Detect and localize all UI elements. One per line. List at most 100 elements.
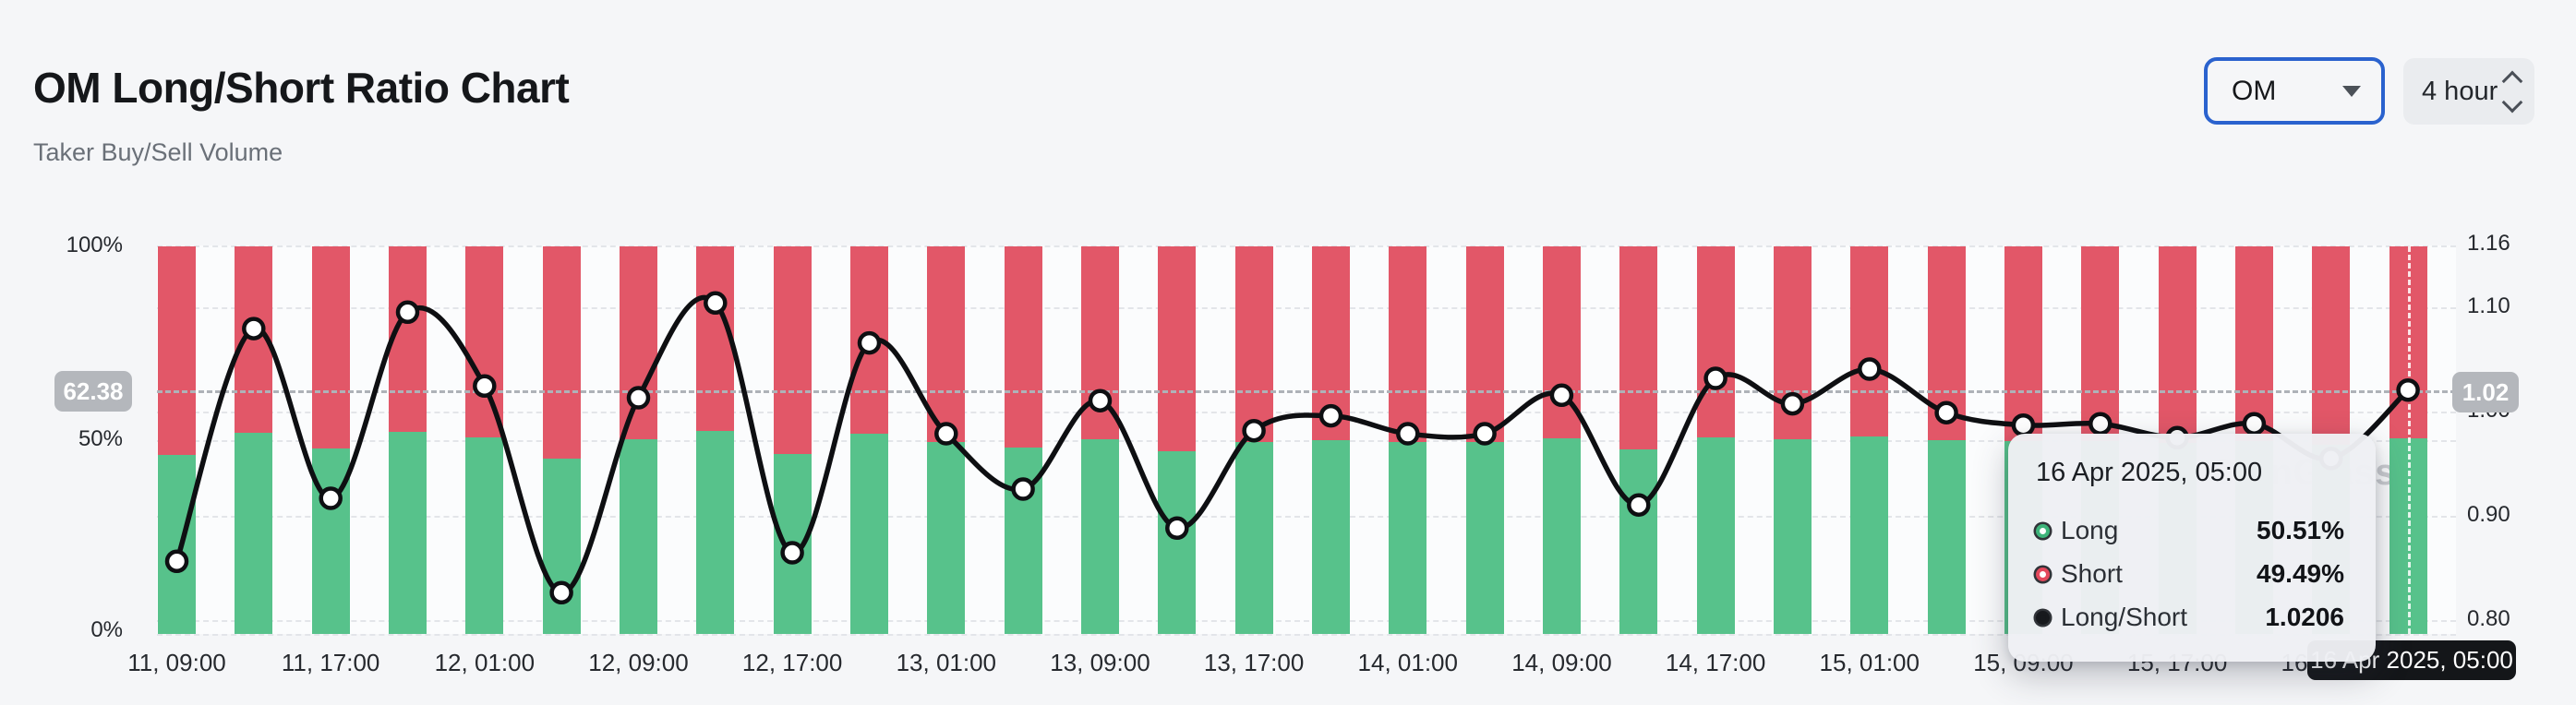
ratio-point-9 [857,330,882,355]
gridline [157,440,2456,442]
long-segment [1542,438,1581,634]
symbol-select-value: OM [2232,75,2277,106]
short-segment [1465,246,1504,443]
ratio-point-7 [704,291,728,316]
ratio-point-18 [1549,383,1574,408]
bar-14-17-00[interactable] [1696,246,1735,634]
ratio-point-14 [1242,418,1266,443]
gridline [157,307,2456,309]
long-segment [311,448,350,634]
bar-15-01-00[interactable] [1850,246,1889,634]
ratio-point-6 [626,386,651,410]
page-title: OM Long/Short Ratio Chart [33,64,570,112]
ratio-point-3 [395,300,420,325]
short-segment [465,246,504,438]
short-segment [1389,246,1427,443]
long-segment [619,438,657,634]
ratio-point-15 [1318,403,1343,428]
ratio-point-21 [1780,391,1805,416]
gridline [157,245,2456,247]
bar-14-09-00[interactable] [1542,246,1581,634]
ratio-point-29 [2396,377,2420,402]
tooltip-row-ratio: Long/Short 1.0206 [2036,603,2344,632]
ratio-point-4 [473,374,497,399]
x-axis-label: 14, 09:00 [1511,649,1612,676]
ratio-point-17 [1473,422,1497,446]
bar-12-01-00[interactable] [465,246,504,634]
crosshair-left-badge: 62.38 [54,371,132,412]
long-segment [465,437,504,634]
ratio-point-2 [319,486,343,510]
x-axis-label: 13, 17:00 [1203,649,1305,676]
long-segment [849,434,888,634]
ratio-point-25 [2088,412,2113,436]
long-segment [1311,440,1350,634]
right-axis-tick: 0.90 [2467,502,2510,527]
ratio-point-24 [2011,412,2036,437]
short-segment [1850,246,1889,436]
ratio-point-11 [1011,477,1035,501]
ratio-point-27 [2242,412,2267,436]
long-segment [696,430,735,634]
tooltip-short-value: 49.49% [2257,559,2344,588]
gridline [157,516,2456,518]
short-segment [1696,246,1735,437]
ratio-point-22 [1858,357,1882,381]
crosshair-horizontal-line [157,390,2456,393]
long-segment [1158,451,1197,634]
short-marker-icon [2036,567,2050,581]
long-segment [388,431,427,634]
short-segment [542,246,581,459]
bar-11-17-00[interactable] [311,246,350,634]
bar-13-13-00[interactable] [1158,246,1197,634]
ratio-point-10 [934,422,958,446]
symbol-select[interactable]: OM [2204,57,2385,125]
left-axis-tick: 100% [66,233,123,257]
short-segment [2234,246,2273,442]
short-segment [388,246,427,432]
ratio-point-23 [1934,400,1958,424]
bar-11-13-00[interactable] [235,246,273,634]
x-axis-label: 15, 01:00 [1819,649,1920,676]
long-segment [1465,442,1504,634]
x-axis-label: 13, 01:00 [896,649,997,676]
left-axis-tick: 0% [90,617,123,642]
bar-13-17-00[interactable] [1234,246,1273,634]
x-axis-label: 14, 01:00 [1357,649,1458,676]
gridline [157,634,2456,636]
bar-11-09-00[interactable] [158,246,196,634]
long-segment [542,459,581,634]
short-segment [1619,246,1658,449]
bar-14-05-00[interactable] [1465,246,1504,634]
long-segment [1080,438,1119,634]
bar-14-01-00[interactable] [1389,246,1427,634]
ratio-point-5 [549,580,573,605]
bar-11-21-00[interactable] [388,246,427,634]
tooltip-short-label: Short [2061,559,2123,588]
bar-13-01-00[interactable] [927,246,966,634]
bar-12-13-00[interactable] [696,246,735,634]
short-segment [2158,246,2197,443]
long-segment [1234,441,1273,634]
tooltip-ratio-value: 1.0206 [2265,603,2344,631]
ratio-point-1 [242,317,266,341]
short-segment [2004,246,2042,442]
interval-stepper[interactable]: 4 hour [2403,58,2534,125]
short-segment [696,246,735,431]
bar-14-13-00[interactable] [1619,246,1658,634]
short-segment [773,246,812,455]
long-segment [1619,448,1658,634]
long-segment [1696,436,1735,634]
bar-12-05-00[interactable] [542,246,581,634]
short-segment [158,246,196,456]
x-axis-label: 11, 17:00 [281,649,380,676]
x-axis-label: 13, 09:00 [1050,649,1150,676]
crosshair-right-badge: 1.02 [2452,372,2519,412]
interval-value: 4 hour [2422,76,2498,106]
x-axis-label: 14, 17:00 [1665,649,1766,676]
right-axis-tick: 1.10 [2467,293,2510,318]
long-segment [158,455,196,634]
right-axis-tick: 1.16 [2467,231,2510,256]
